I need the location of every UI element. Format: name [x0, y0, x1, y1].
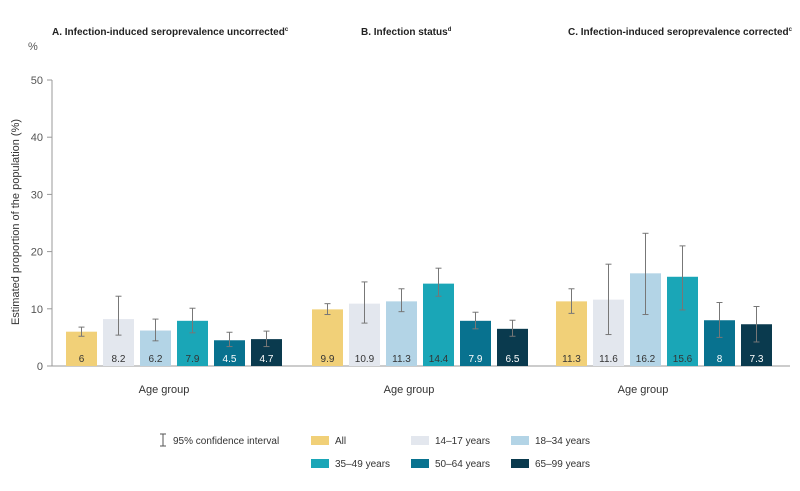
value-label-a-14-17: 8.2 — [112, 354, 126, 365]
legend-ci-label: 95% confidence interval — [173, 436, 279, 447]
legend-label-18-34: 18–34 years — [535, 436, 590, 447]
y-axis-label: Estimated proportion of the population (… — [10, 119, 22, 325]
value-label-b-all: 9.9 — [321, 354, 335, 365]
y-tick-label: 40 — [31, 132, 43, 144]
legend-swatch-18-34 — [511, 436, 529, 445]
legend-item-all: All — [311, 436, 346, 447]
value-label-c-50-64: 8 — [717, 354, 723, 365]
panel-c-xlabel: Age group — [618, 384, 669, 396]
panel-b-xlabel: Age group — [384, 384, 435, 396]
panel-b-title: B. Infection statusd — [361, 27, 452, 38]
legend-label-65-99: 65–99 years — [535, 459, 590, 470]
value-label-c-18-34: 16.2 — [636, 354, 656, 365]
legend-label-50-64: 50–64 years — [435, 459, 490, 470]
value-label-c-14-17: 11.6 — [599, 354, 618, 365]
legend-swatch-all — [311, 436, 329, 445]
legend: 95% confidence interval All 14–17 years … — [160, 433, 590, 470]
legend-item-35-49: 35–49 years — [311, 459, 390, 470]
value-label-b-65-99: 6.5 — [506, 354, 520, 365]
panel-a-xlabel: Age group — [139, 384, 190, 396]
legend-item-18-34: 18–34 years — [511, 436, 590, 447]
panel-c-title: C. Infection-induced seroprevalence corr… — [568, 27, 793, 38]
legend-item-65-99: 65–99 years — [511, 459, 590, 470]
y-tick-label: 0 — [37, 361, 43, 373]
legend-ci: 95% confidence interval — [160, 433, 279, 447]
y-tick-label: 10 — [31, 304, 43, 316]
y-tick-label: 50 — [31, 75, 43, 87]
legend-item-50-64: 50–64 years — [411, 459, 490, 470]
bar-b-35-49 — [423, 283, 454, 366]
value-label-a-65-99: 4.7 — [260, 354, 274, 365]
value-label-b-50-64: 7.9 — [469, 354, 483, 365]
legend-swatch-35-49 — [311, 459, 329, 468]
value-label-c-all: 11.3 — [562, 354, 581, 365]
y-unit-label: % — [28, 41, 38, 53]
y-tick-label: 20 — [31, 247, 43, 259]
value-label-b-14-17: 10.9 — [355, 354, 375, 365]
value-label-a-18-34: 6.2 — [149, 354, 163, 365]
legend-label-14-17: 14–17 years — [435, 436, 490, 447]
value-label-b-35-49: 14.4 — [429, 354, 449, 365]
value-label-a-35-49: 7.9 — [186, 354, 200, 365]
legend-item-14-17: 14–17 years — [411, 436, 490, 447]
value-label-c-65-99: 7.3 — [750, 354, 764, 365]
legend-swatch-14-17 — [411, 436, 429, 445]
legend-label-all: All — [335, 436, 346, 447]
y-tick-label: 30 — [31, 189, 43, 201]
bar-b-all — [312, 309, 343, 366]
value-label-a-50-64: 4.5 — [223, 354, 237, 365]
bar-a-all — [66, 331, 97, 366]
panel-a-title: A. Infection-induced seroprevalence unco… — [52, 27, 289, 38]
value-label-a-all: 6 — [79, 354, 85, 365]
value-label-c-35-49: 15.6 — [673, 354, 693, 365]
legend-swatch-65-99 — [511, 459, 529, 468]
legend-label-35-49: 35–49 years — [335, 459, 390, 470]
value-label-b-18-34: 11.3 — [392, 354, 411, 365]
legend-swatch-50-64 — [411, 459, 429, 468]
